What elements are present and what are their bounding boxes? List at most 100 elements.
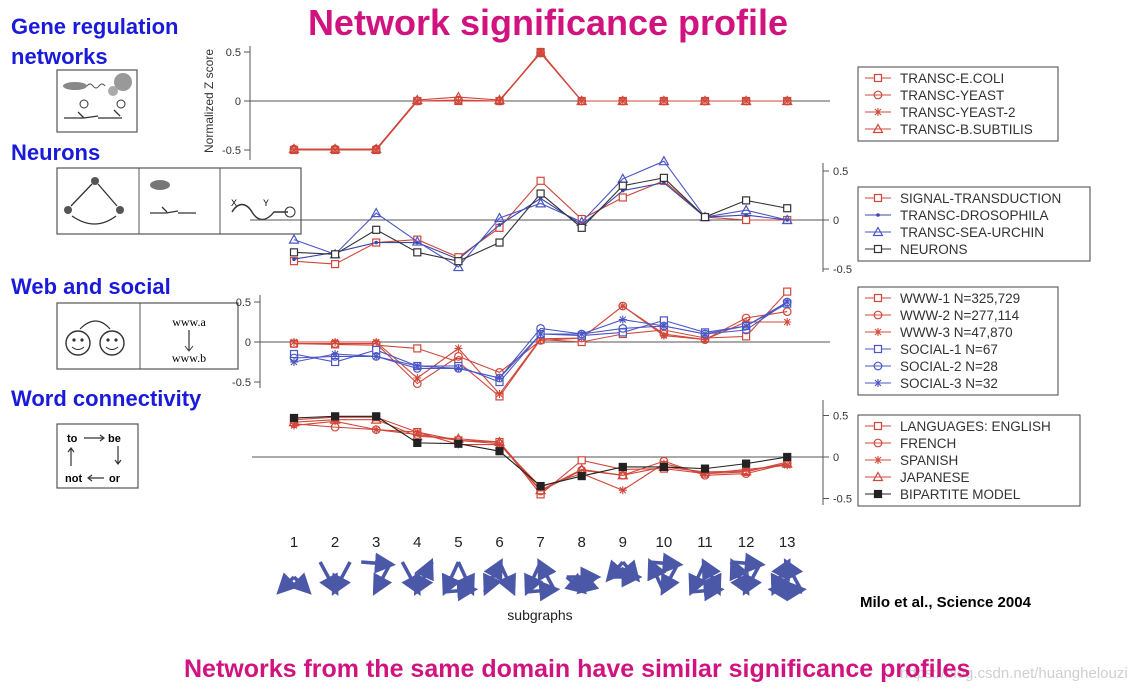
subgraph-motif-icon [482,558,516,597]
legend-marker [873,310,883,320]
y-tick-label: 0.5 [226,47,241,59]
series-line [293,420,788,491]
data-point [618,302,627,310]
x-tick-label: 11 [697,534,713,551]
data-point [699,95,711,106]
data-point [413,362,422,370]
data-point [290,358,298,366]
data-point [618,181,627,190]
x-tick-label: 13 [779,534,796,551]
legend-label: JAPANESE [900,470,970,485]
section-label-gene-regulation: Gene regulation networks [11,12,178,72]
gene-regulation-icon-box [56,69,138,133]
x-tick-label: 8 [578,534,586,551]
data-point [742,465,751,474]
legend: SIGNAL-TRANSDUCTION TRANSC-DROSOPHILA TRAN… [857,186,1091,262]
data-point [700,464,710,473]
motif-arrow [742,561,763,596]
word-to: to [67,433,78,445]
y-axis-label: Normalized Z score [202,49,216,153]
legend-marker [873,361,883,371]
data-point [536,176,545,185]
series-line [294,52,788,150]
legend-marker [873,438,883,448]
data-point [493,212,506,223]
legend: TRANSC-E.COLI TRANSC-YEAST TRANSC-YEAST-2 T… [857,66,1059,142]
y-tick-label: 0 [833,215,839,227]
data-point [452,91,464,102]
data-point [372,352,381,361]
motif-arrow [767,580,803,602]
data-point [374,240,379,245]
data-point [659,322,668,330]
x-axis-label: subgraphs [507,607,572,623]
data-point [659,331,668,340]
motif-arrow [525,580,561,602]
legend-label: TRANSC-E.COLI [900,71,1004,86]
section-label-web-social: Web and social [11,274,171,299]
motif-arrow [372,561,393,596]
legend-marker [873,421,883,431]
legend-label: SIGNAL-TRANSDUCTION [900,191,1061,206]
motif-arrow [400,561,421,596]
subgraph-motif-icon [605,559,643,588]
motif-arrow [648,552,684,574]
data-point [577,456,586,465]
data-point [781,457,793,468]
motif-arrow [564,572,588,595]
series-line [294,305,788,395]
data-point [535,197,547,208]
legend-label: TRANSC-YEAST [900,88,1004,103]
motif-arrow [770,558,791,593]
data-point [411,235,423,246]
legend-marker [874,328,882,336]
subgraph-motif-icon [688,558,725,602]
legend-marker [873,73,883,83]
legend-box [857,286,1059,396]
data-point [618,324,628,333]
legend-marker [872,123,884,134]
word-not: not [65,473,82,485]
data-point [497,223,502,227]
data-point [495,97,504,105]
data-point [618,462,627,472]
legend-marker [873,244,883,254]
legend-label: BIPARTITE MODEL [900,487,1021,502]
motif-arrow [605,559,628,583]
legend-marker [873,344,883,354]
neuron-x-label: X [231,198,237,208]
data-point [413,248,422,257]
data-point [495,374,504,382]
motif-arrow [689,580,725,602]
legend-box [857,186,1091,262]
motif-arrow [361,552,396,574]
motif-arrow [443,580,479,602]
data-point [290,146,298,154]
motif-arrow [730,552,766,574]
legend-marker [873,90,883,100]
series-transc-b-subtilis [288,47,793,154]
y-tick-label: -0.5 [833,494,852,506]
data-point [659,173,669,182]
y-tick-label: 0 [833,452,839,464]
data-point [658,155,670,166]
data-point [454,439,463,448]
data-point [331,357,340,367]
legend-marker [876,213,880,217]
data-point [454,352,463,361]
data-point [288,233,300,244]
data-point [331,250,340,259]
data-point [783,204,792,213]
citation: Milo et al., Science 2004 [860,594,1031,611]
data-point [659,462,669,472]
motif-arrow [618,559,641,583]
data-point [740,204,752,215]
data-point [781,95,793,106]
legend-label: SOCIAL-3 N=32 [900,376,998,391]
data-point [289,413,299,423]
y-tick-label: 0.5 [833,166,848,178]
series-social-3-n-32 [290,298,792,382]
word-connectivity-icon-box [56,423,139,489]
